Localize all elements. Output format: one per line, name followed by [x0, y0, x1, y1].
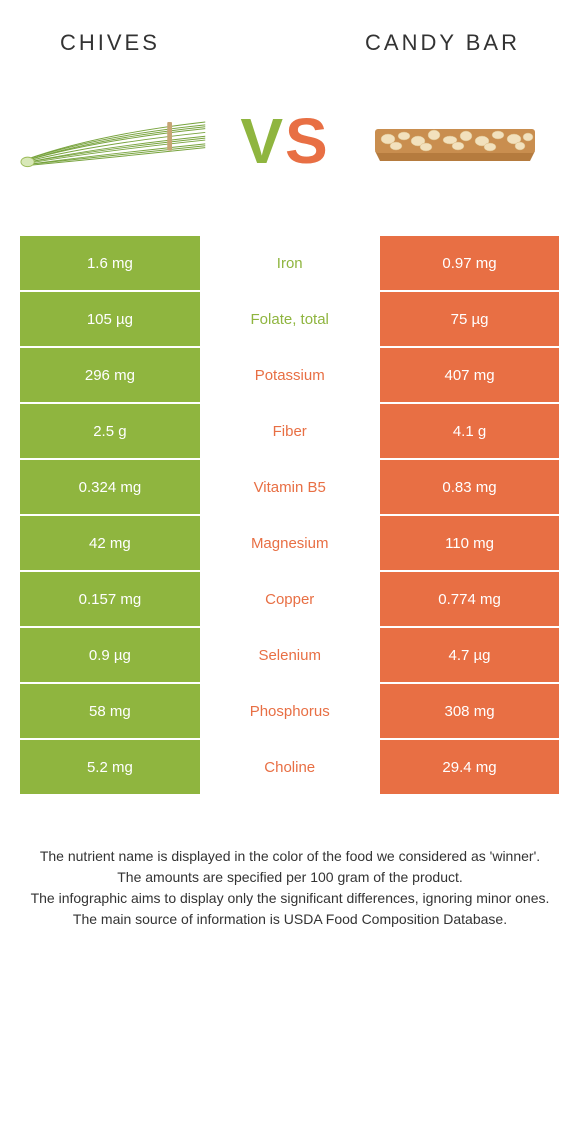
- footer-line-4: The main source of information is USDA F…: [25, 909, 555, 930]
- footer-notes: The nutrient name is displayed in the co…: [0, 796, 580, 930]
- table-row: 58 mgPhosphorus308 mg: [20, 684, 560, 740]
- vs-s: S: [285, 105, 330, 177]
- nutrient-label: Fiber: [200, 404, 380, 458]
- vs-row: VS: [0, 76, 580, 236]
- nutrient-label: Choline: [200, 740, 380, 794]
- footer-line-3: The infographic aims to display only the…: [25, 888, 555, 909]
- left-value: 2.5 g: [20, 404, 200, 458]
- nutrient-label: Folate, total: [200, 292, 380, 346]
- nutrient-label: Copper: [200, 572, 380, 626]
- footer-line-2: The amounts are specified per 100 gram o…: [25, 867, 555, 888]
- left-value: 105 µg: [20, 292, 200, 346]
- header: CHIVES CANDY BAR: [0, 0, 580, 76]
- left-value: 5.2 mg: [20, 740, 200, 794]
- table-row: 42 mgMagnesium110 mg: [20, 516, 560, 572]
- nutrient-label: Phosphorus: [200, 684, 380, 738]
- nutrient-label: Iron: [200, 236, 380, 290]
- left-value: 0.324 mg: [20, 460, 200, 514]
- right-value: 29.4 mg: [380, 740, 560, 794]
- footer-line-1: The nutrient name is displayed in the co…: [25, 846, 555, 867]
- right-value: 4.1 g: [380, 404, 560, 458]
- left-value: 296 mg: [20, 348, 200, 402]
- right-value: 308 mg: [380, 684, 560, 738]
- table-row: 0.9 µgSelenium4.7 µg: [20, 628, 560, 684]
- nutrient-label: Potassium: [200, 348, 380, 402]
- table-row: 0.324 mgVitamin B50.83 mg: [20, 460, 560, 516]
- chives-image: [20, 96, 210, 186]
- left-value: 1.6 mg: [20, 236, 200, 290]
- right-value: 110 mg: [380, 516, 560, 570]
- table-row: 2.5 gFiber4.1 g: [20, 404, 560, 460]
- nutrient-label: Magnesium: [200, 516, 380, 570]
- table-row: 105 µgFolate, total75 µg: [20, 292, 560, 348]
- table-row: 5.2 mgCholine29.4 mg: [20, 740, 560, 796]
- right-value: 4.7 µg: [380, 628, 560, 682]
- left-value: 42 mg: [20, 516, 200, 570]
- right-value: 0.83 mg: [380, 460, 560, 514]
- left-food-title: CHIVES: [60, 30, 160, 56]
- left-value: 58 mg: [20, 684, 200, 738]
- table-row: 1.6 mgIron0.97 mg: [20, 236, 560, 292]
- right-value: 0.774 mg: [380, 572, 560, 626]
- left-value: 0.157 mg: [20, 572, 200, 626]
- vs-label: VS: [240, 104, 329, 178]
- right-value: 75 µg: [380, 292, 560, 346]
- right-value: 0.97 mg: [380, 236, 560, 290]
- nutrient-table: 1.6 mgIron0.97 mg105 µgFolate, total75 µ…: [20, 236, 560, 796]
- left-value: 0.9 µg: [20, 628, 200, 682]
- nutrient-label: Selenium: [200, 628, 380, 682]
- right-value: 407 mg: [380, 348, 560, 402]
- table-row: 0.157 mgCopper0.774 mg: [20, 572, 560, 628]
- candy-bar-image: [360, 96, 550, 186]
- nutrient-label: Vitamin B5: [200, 460, 380, 514]
- vs-v: V: [240, 105, 285, 177]
- table-row: 296 mgPotassium407 mg: [20, 348, 560, 404]
- right-food-title: CANDY BAR: [365, 30, 520, 56]
